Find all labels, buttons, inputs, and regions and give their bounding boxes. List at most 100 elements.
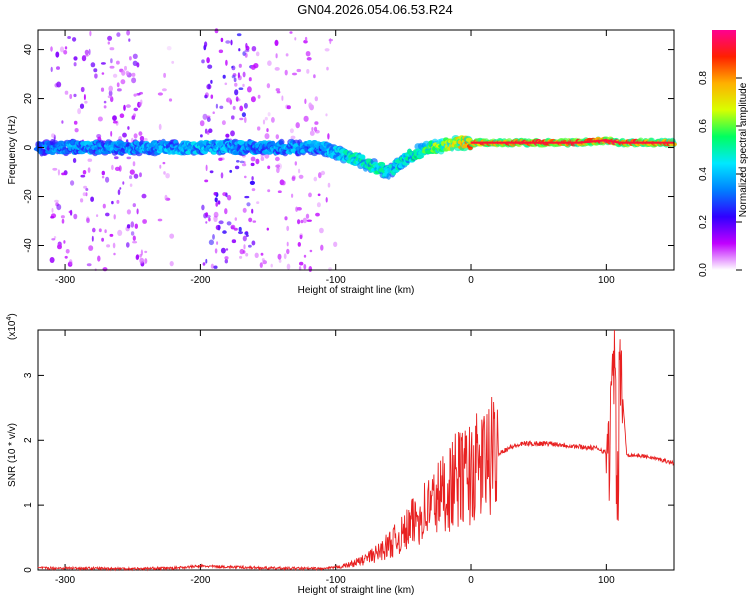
noise-speckle xyxy=(267,165,271,170)
noise-speckle xyxy=(290,135,296,140)
noise-speckle xyxy=(239,117,244,121)
noise-speckle xyxy=(201,59,205,64)
x-tick-label: 0 xyxy=(468,575,474,586)
noise-speckle xyxy=(281,180,286,186)
noise-speckle xyxy=(225,59,228,66)
noise-speckle xyxy=(297,219,301,225)
noise-speckle xyxy=(314,121,319,125)
noise-speckle xyxy=(242,71,246,78)
noise-speckle xyxy=(134,223,138,229)
noise-speckle xyxy=(250,156,256,162)
noise-speckle xyxy=(107,95,113,99)
noise-speckle xyxy=(80,86,85,93)
noise-speckle xyxy=(132,161,136,167)
noise-speckle xyxy=(251,240,256,246)
noise-speckle xyxy=(108,90,113,97)
noise-speckle xyxy=(333,241,338,247)
noise-speckle xyxy=(296,207,302,211)
noise-speckle xyxy=(110,58,113,64)
noise-speckle xyxy=(204,179,209,183)
noise-speckle xyxy=(232,105,236,110)
noise-speckle xyxy=(63,240,66,244)
noise-speckle xyxy=(241,112,246,118)
noise-speckle xyxy=(220,37,224,43)
colorbar: 0.0 0.2 0.4 0.6 0.8 Normalized spectral ampl… xyxy=(698,30,749,277)
noise-speckle xyxy=(168,98,173,102)
noise-speckle xyxy=(250,162,255,167)
noise-speckle xyxy=(130,221,135,228)
noise-speckle xyxy=(206,57,210,64)
noise-speckle xyxy=(111,200,114,205)
noise-speckle xyxy=(111,164,114,171)
noise-speckle xyxy=(138,131,143,136)
noise-speckle xyxy=(103,100,107,104)
noise-speckle xyxy=(225,40,231,44)
noise-speckle xyxy=(294,37,297,41)
noise-speckle xyxy=(309,249,313,253)
noise-speckle xyxy=(207,64,213,69)
noise-speckle xyxy=(72,37,77,42)
noise-speckle xyxy=(276,90,281,94)
noise-speckle xyxy=(304,36,308,41)
noise-speckle xyxy=(248,77,252,82)
noise-speckle xyxy=(73,93,77,98)
noise-speckle xyxy=(324,48,330,52)
noise-speckle xyxy=(314,96,318,102)
noise-speckle xyxy=(120,79,126,85)
noise-speckle xyxy=(53,236,57,239)
noise-speckle xyxy=(231,239,237,244)
y-tick-label: 1 xyxy=(23,502,34,508)
noise-speckle xyxy=(238,226,242,232)
noise-speckle xyxy=(129,169,135,175)
noise-speckle xyxy=(286,241,289,247)
noise-speckle xyxy=(142,219,148,224)
noise-speckle xyxy=(206,117,211,122)
noise-speckle xyxy=(73,56,78,61)
noise-speckle xyxy=(289,31,293,34)
noise-speckle xyxy=(140,249,143,256)
noise-speckle xyxy=(260,252,264,256)
noise-speckle xyxy=(238,63,242,68)
noise-speckle xyxy=(327,133,330,140)
noise-speckle xyxy=(127,126,130,130)
noise-speckle xyxy=(49,257,55,263)
noise-speckle xyxy=(299,234,303,240)
noise-speckle xyxy=(132,203,136,208)
noise-speckle xyxy=(239,105,244,112)
noise-speckle xyxy=(298,168,301,174)
noise-speckle xyxy=(306,69,310,74)
noise-speckle xyxy=(113,252,116,256)
noise-speckle xyxy=(222,74,226,79)
noise-speckle xyxy=(242,250,246,254)
noise-speckle xyxy=(327,182,331,188)
noise-speckle xyxy=(224,256,229,260)
noise-speckle xyxy=(267,60,272,66)
y-tick-label: 3 xyxy=(23,372,34,378)
noise-speckle xyxy=(251,188,256,192)
noise-speckle xyxy=(238,87,244,90)
noise-speckle xyxy=(256,201,260,205)
noise-speckle xyxy=(248,217,253,223)
noise-speckle xyxy=(50,66,53,73)
noise-speckle xyxy=(230,130,235,137)
noise-speckle xyxy=(109,233,114,237)
noise-speckle xyxy=(238,231,243,235)
noise-speckle xyxy=(63,50,68,55)
noise-speckle xyxy=(277,190,282,193)
noise-speckle xyxy=(242,83,245,87)
noise-speckle xyxy=(317,193,321,197)
noise-speckle xyxy=(105,212,110,217)
noise-speckle xyxy=(251,176,254,181)
snr-x-axis-label: Height of straight line (km) xyxy=(298,585,415,596)
noise-speckle xyxy=(227,194,232,201)
noise-speckle xyxy=(262,260,268,265)
noise-speckle xyxy=(219,105,224,110)
noise-speckle xyxy=(218,157,223,161)
noise-speckle xyxy=(129,175,133,180)
noise-speckle xyxy=(77,108,81,115)
noise-speckle xyxy=(119,187,122,190)
noise-speckle xyxy=(251,46,257,52)
noise-speckle xyxy=(57,244,62,250)
